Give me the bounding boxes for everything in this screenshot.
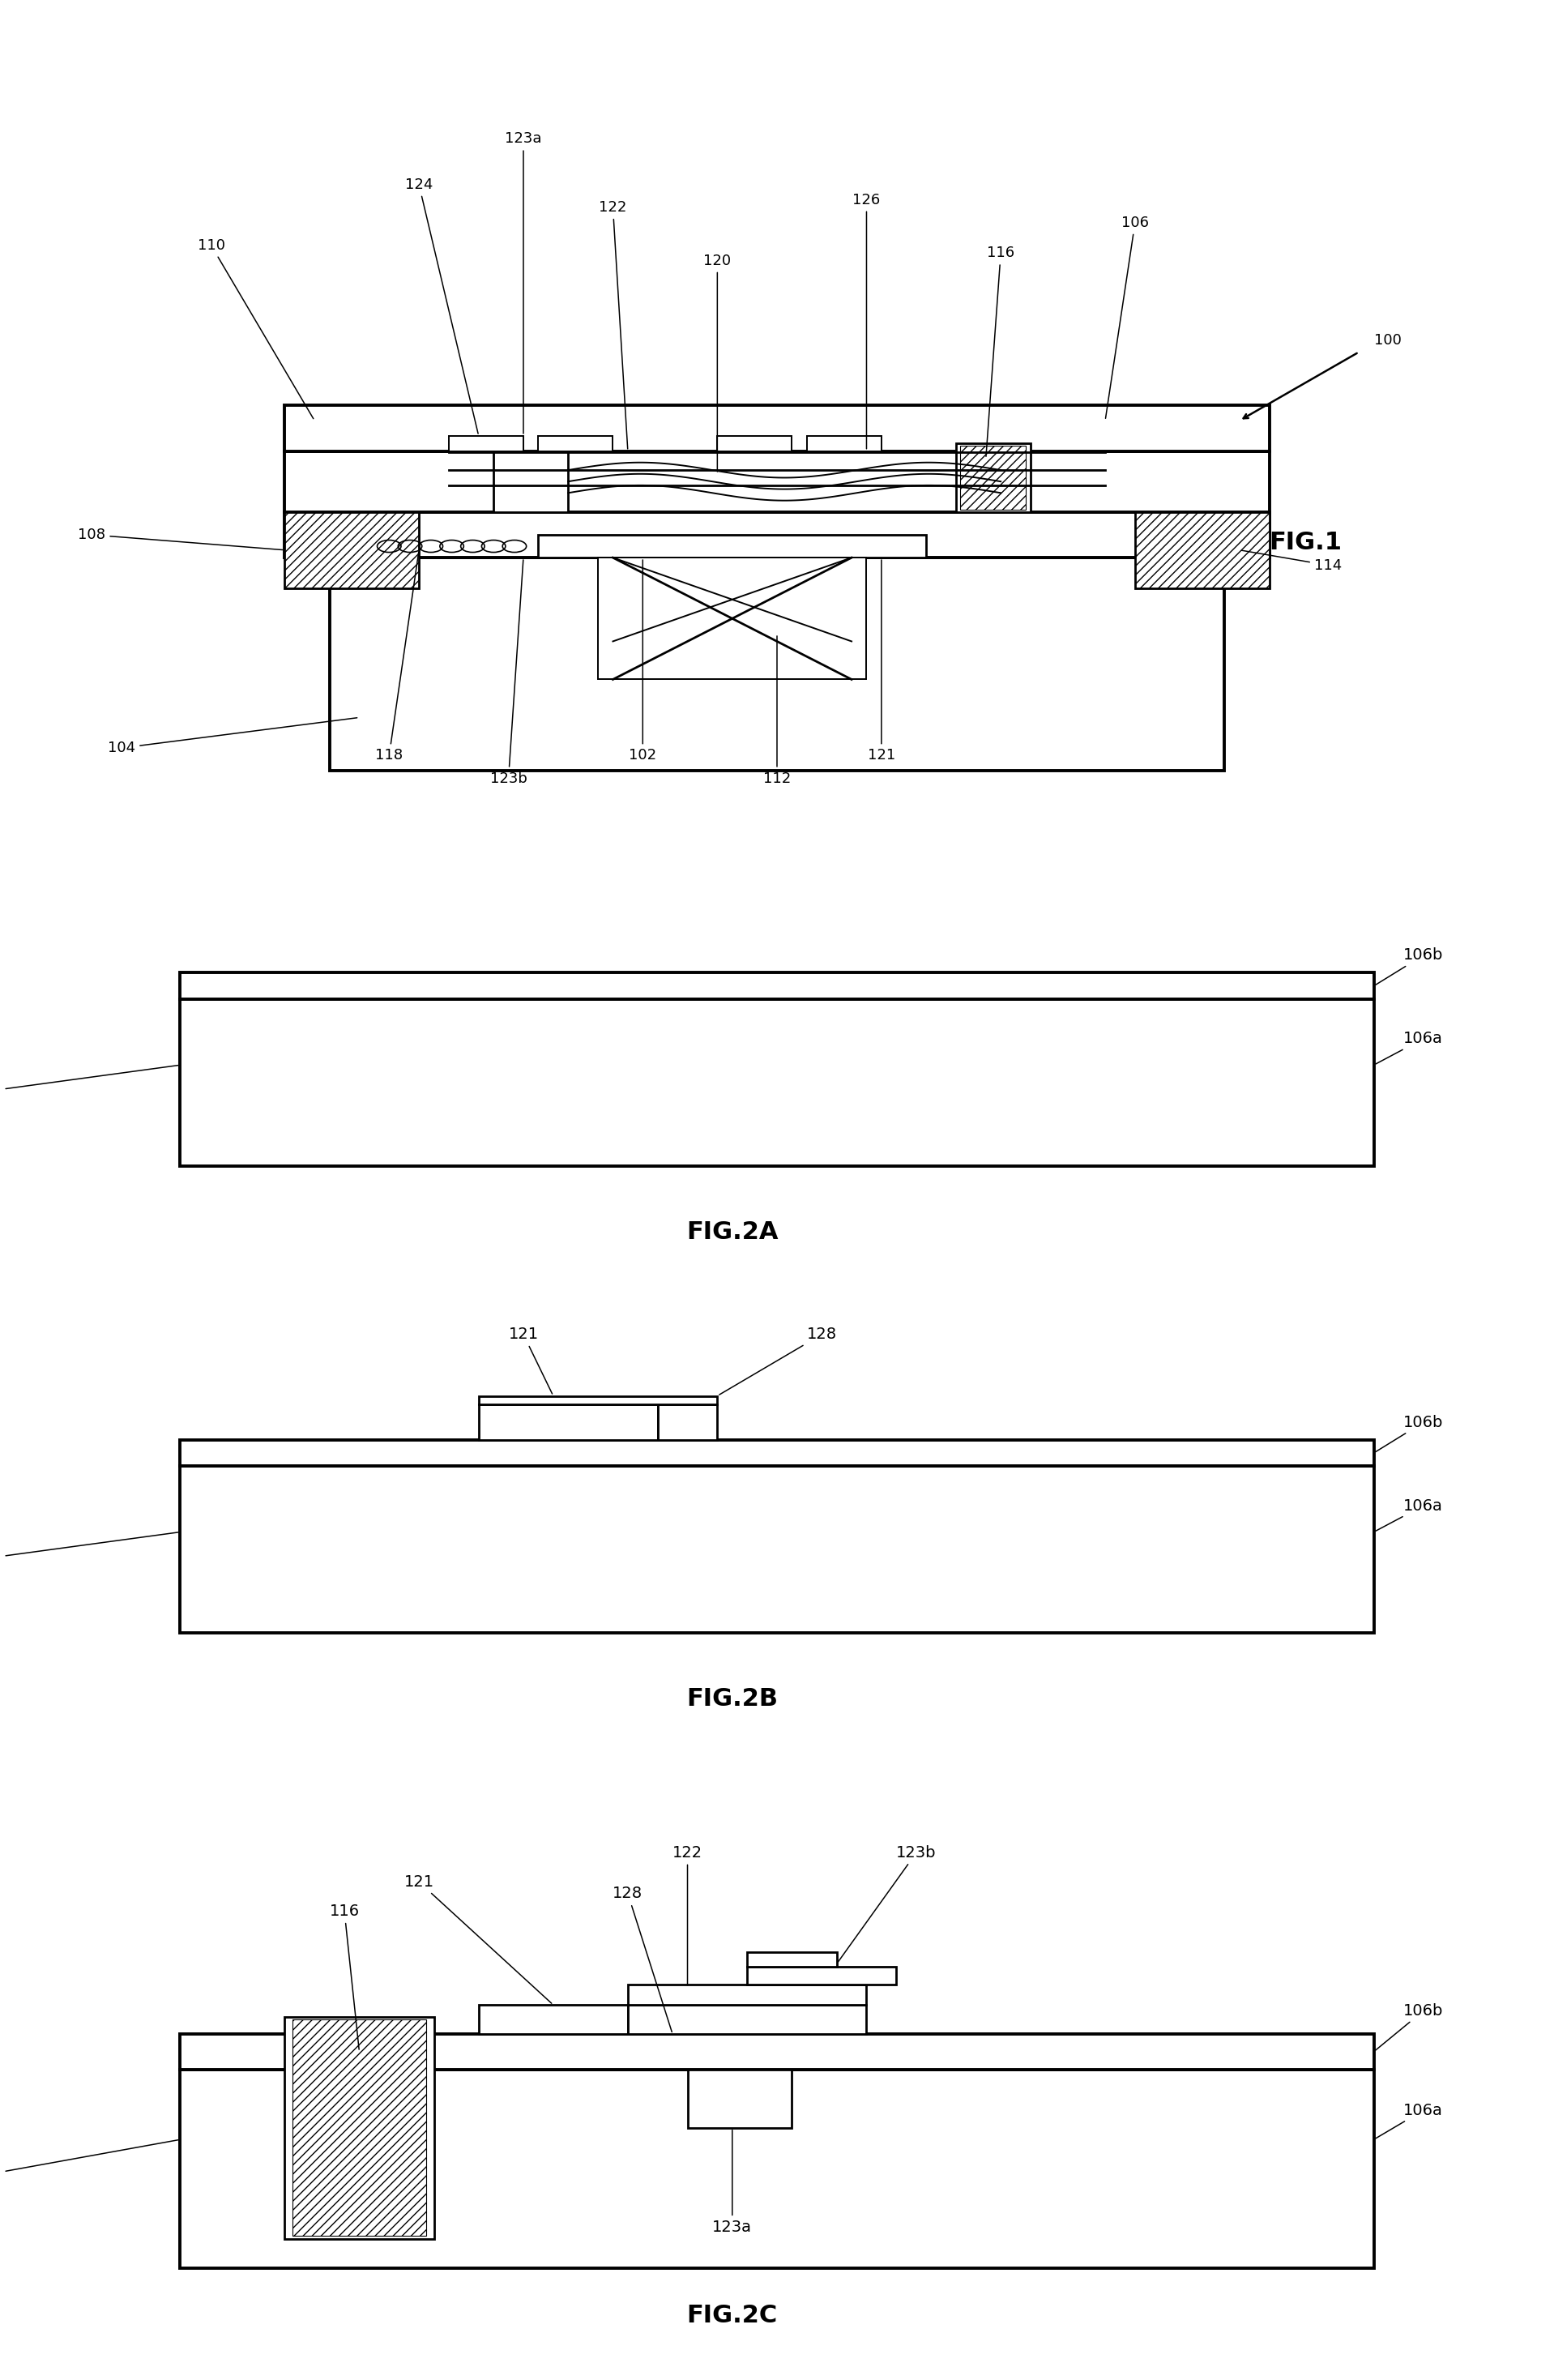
Bar (956, 443, 1030, 512)
Bar (628, 2004, 867, 2035)
Bar (538, 436, 612, 452)
Text: 123a: 123a (505, 131, 542, 433)
Text: 124: 124 (406, 178, 479, 433)
Text: FIG.2B: FIG.2B (687, 1687, 779, 1711)
Bar (657, 1404, 718, 1440)
Bar (628, 1985, 867, 2004)
Bar (538, 536, 926, 557)
Text: 123b: 123b (490, 559, 527, 785)
Text: 128: 128 (720, 1326, 838, 1395)
Text: 116: 116 (987, 245, 1015, 457)
Bar (180, 1000, 1374, 1166)
Bar (747, 1966, 897, 1985)
Text: 106a: 106a (1375, 2102, 1444, 2137)
Bar (292, 2021, 426, 2237)
Bar (180, 973, 1374, 1000)
Text: 123b: 123b (838, 1845, 937, 1961)
Bar (687, 2068, 793, 2128)
Text: 120: 120 (704, 252, 730, 471)
Bar (180, 1440, 1374, 1466)
Text: 106: 106 (0, 1066, 179, 1100)
Text: 121: 121 (508, 1326, 552, 1395)
Bar (960, 445, 1026, 509)
Text: 106: 106 (0, 1533, 179, 1566)
Text: 123a: 123a (712, 2130, 752, 2235)
Text: 121: 121 (404, 1873, 552, 2004)
Bar (807, 436, 881, 452)
Text: 116: 116 (329, 1904, 359, 2049)
Text: 106b: 106b (1375, 1414, 1444, 1452)
Text: 106: 106 (1105, 217, 1148, 419)
Bar (479, 1404, 657, 1440)
Bar (718, 436, 793, 452)
Bar (284, 452, 1270, 512)
Text: 100: 100 (1374, 333, 1402, 347)
Text: 112: 112 (763, 635, 791, 785)
Bar (284, 405, 1270, 452)
Bar (284, 2016, 434, 2240)
Text: FIG.1: FIG.1 (1270, 531, 1343, 555)
Text: 126: 126 (853, 193, 881, 450)
Bar (180, 2035, 1374, 2068)
Bar (598, 557, 867, 678)
Text: 108: 108 (78, 528, 283, 550)
Text: FIG.2A: FIG.2A (687, 1221, 779, 1245)
Bar (284, 512, 1270, 557)
Text: 122: 122 (673, 1845, 702, 1985)
Text: 104: 104 (107, 719, 357, 754)
Text: FIG.2C: FIG.2C (687, 2304, 777, 2328)
Text: 102: 102 (629, 559, 656, 764)
Text: 106a: 106a (1375, 1031, 1444, 1064)
Text: 106b: 106b (1375, 2004, 1444, 2049)
Bar (329, 557, 1225, 771)
Bar (747, 1952, 836, 1966)
Bar (479, 1395, 718, 1404)
Text: 106a: 106a (1375, 1497, 1444, 1530)
Text: 110: 110 (197, 238, 314, 419)
Bar (479, 2004, 628, 2035)
Text: 121: 121 (867, 559, 895, 764)
Text: 128: 128 (612, 1885, 671, 2033)
Bar (180, 2068, 1374, 2268)
Bar (284, 512, 420, 588)
Text: 118: 118 (376, 552, 418, 764)
Bar (494, 452, 569, 512)
Text: 106b: 106b (1375, 947, 1444, 985)
Bar (1134, 512, 1270, 588)
Bar (449, 436, 524, 452)
Text: 114: 114 (1242, 550, 1341, 574)
Bar (180, 1466, 1374, 1633)
Text: 106: 106 (0, 2140, 179, 2182)
Text: 122: 122 (598, 200, 628, 450)
